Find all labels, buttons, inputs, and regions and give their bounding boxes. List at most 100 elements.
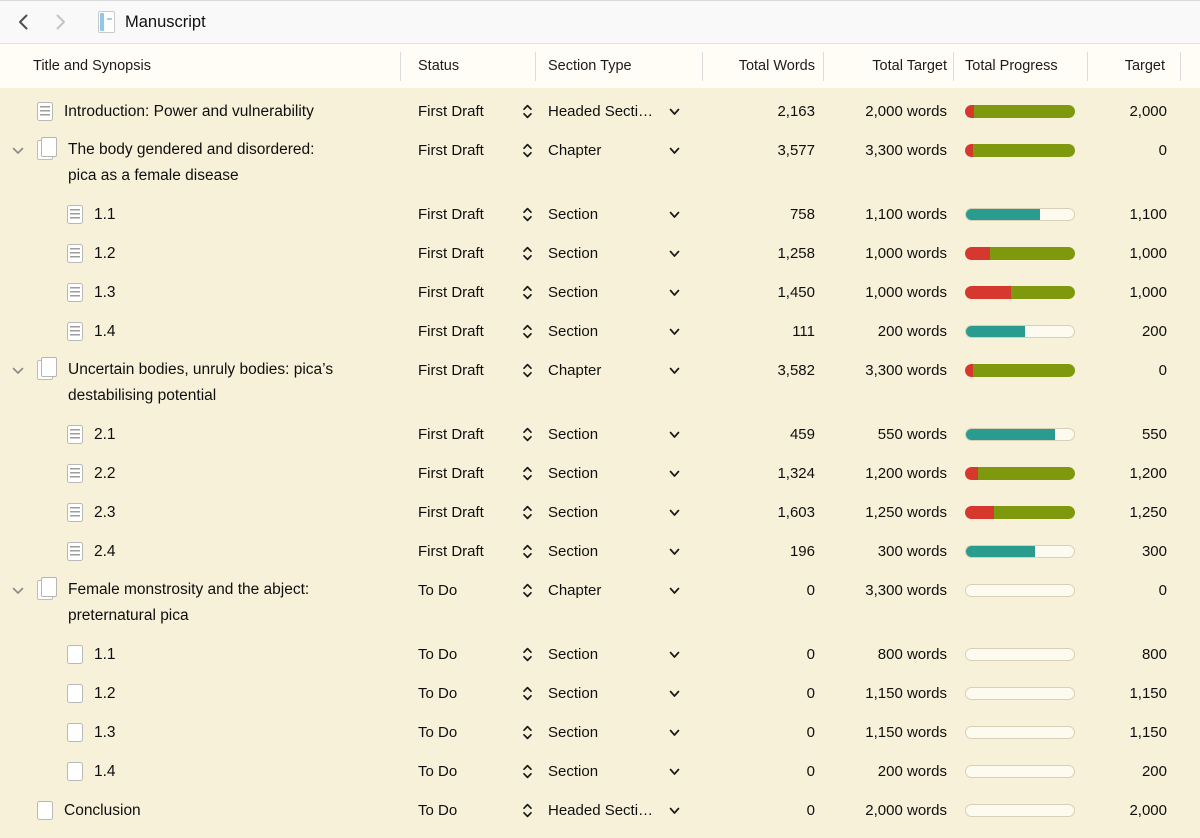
status-cell[interactable]: First Draft <box>410 532 535 571</box>
row-title[interactable]: The body gendered and disordered: pica as… <box>68 141 315 184</box>
target-value[interactable]: 200 <box>1141 763 1167 780</box>
target-value[interactable]: 550 <box>1141 426 1167 443</box>
row-title[interactable]: 2.1 <box>94 425 116 443</box>
section-type-cell[interactable]: Section <box>545 635 692 674</box>
status-cell[interactable]: First Draft <box>410 493 535 532</box>
status-stepper-icon[interactable] <box>522 284 533 301</box>
row-title[interactable]: 1.3 <box>94 723 116 741</box>
section-type-cell[interactable]: Section <box>545 674 692 713</box>
row-title[interactable]: 1.4 <box>94 322 116 340</box>
column-divider[interactable] <box>1087 52 1088 81</box>
status-stepper-icon[interactable] <box>522 685 533 702</box>
table-row[interactable]: 1.1 To Do Section 0 800 words 800 <box>0 635 1200 674</box>
row-title[interactable]: 2.3 <box>94 503 116 521</box>
status-stepper-icon[interactable] <box>522 206 533 223</box>
status-stepper-icon[interactable] <box>522 504 533 521</box>
column-header-target[interactable]: Target <box>1124 58 1165 74</box>
table-row[interactable]: Introduction: Power and vulnerability Fi… <box>0 92 1200 131</box>
status-stepper-icon[interactable] <box>522 323 533 340</box>
table-row[interactable]: Uncertain bodies, unruly bodies: pica’s d… <box>0 351 1200 415</box>
row-title[interactable]: Female monstrosity and the abject: preter… <box>68 581 310 624</box>
target-value[interactable]: 1,150 <box>1129 724 1167 741</box>
section-type-chevron-icon[interactable] <box>669 211 680 219</box>
section-type-cell[interactable]: Section <box>545 415 692 454</box>
row-title[interactable]: 2.2 <box>94 464 116 482</box>
section-type-chevron-icon[interactable] <box>669 690 680 698</box>
section-type-cell[interactable]: Section <box>545 234 692 273</box>
status-cell[interactable]: To Do <box>410 713 535 752</box>
status-stepper-icon[interactable] <box>522 802 533 819</box>
row-title[interactable]: 1.3 <box>94 283 116 301</box>
status-cell[interactable]: First Draft <box>410 415 535 454</box>
back-button[interactable] <box>8 7 38 37</box>
section-type-chevron-icon[interactable] <box>669 651 680 659</box>
section-type-chevron-icon[interactable] <box>669 729 680 737</box>
target-value[interactable]: 0 <box>1158 142 1167 159</box>
status-cell[interactable]: First Draft <box>410 351 535 390</box>
status-stepper-icon[interactable] <box>522 362 533 379</box>
section-type-chevron-icon[interactable] <box>669 807 680 815</box>
column-divider[interactable] <box>400 52 401 81</box>
section-type-cell[interactable]: Headed Secti… <box>545 92 692 131</box>
status-cell[interactable]: To Do <box>410 752 535 791</box>
row-title[interactable]: 1.1 <box>94 205 116 223</box>
table-row[interactable]: The body gendered and disordered: pica as… <box>0 131 1200 195</box>
column-divider[interactable] <box>535 52 536 81</box>
table-row[interactable]: 1.3 To Do Section 0 1,150 words 1,150 <box>0 713 1200 752</box>
status-stepper-icon[interactable] <box>522 426 533 443</box>
column-header-status[interactable]: Status <box>418 58 460 74</box>
section-type-cell[interactable]: Section <box>545 312 692 351</box>
status-stepper-icon[interactable] <box>522 142 533 159</box>
column-header-total-words[interactable]: Total Words <box>738 58 815 74</box>
section-type-chevron-icon[interactable] <box>669 768 680 776</box>
row-title[interactable]: Conclusion <box>64 801 141 819</box>
status-stepper-icon[interactable] <box>522 543 533 560</box>
column-divider[interactable] <box>1180 52 1181 81</box>
column-divider[interactable] <box>823 52 824 81</box>
section-type-cell[interactable]: Section <box>545 454 692 493</box>
row-title[interactable]: 1.2 <box>94 684 116 702</box>
target-value[interactable]: 1,200 <box>1129 465 1167 482</box>
target-value[interactable]: 1,150 <box>1129 685 1167 702</box>
target-value[interactable]: 200 <box>1141 323 1167 340</box>
row-title[interactable]: Uncertain bodies, unruly bodies: pica’s d… <box>68 361 334 404</box>
target-value[interactable]: 2,000 <box>1129 802 1167 819</box>
column-header-total-progress[interactable]: Total Progress <box>965 58 1058 74</box>
section-type-cell[interactable]: Chapter <box>545 351 692 390</box>
status-stepper-icon[interactable] <box>522 646 533 663</box>
section-type-chevron-icon[interactable] <box>669 367 680 375</box>
table-row[interactable]: 1.2 To Do Section 0 1,150 words 1,150 <box>0 674 1200 713</box>
status-cell[interactable]: To Do <box>410 571 535 610</box>
row-title[interactable]: 1.4 <box>94 762 116 780</box>
status-cell[interactable]: To Do <box>410 791 535 830</box>
section-type-chevron-icon[interactable] <box>669 250 680 258</box>
table-row[interactable]: 1.1 First Draft Section 758 1,100 words … <box>0 195 1200 234</box>
section-type-cell[interactable]: Chapter <box>545 571 692 610</box>
disclosure-chevron-icon[interactable] <box>12 367 24 375</box>
table-row[interactable]: 2.2 First Draft Section 1,324 1,200 word… <box>0 454 1200 493</box>
target-value[interactable]: 1,250 <box>1129 504 1167 521</box>
status-cell[interactable]: First Draft <box>410 454 535 493</box>
target-value[interactable]: 1,100 <box>1129 206 1167 223</box>
section-type-chevron-icon[interactable] <box>669 328 680 336</box>
table-row[interactable]: 1.3 First Draft Section 1,450 1,000 word… <box>0 273 1200 312</box>
section-type-cell[interactable]: Section <box>545 752 692 791</box>
status-stepper-icon[interactable] <box>522 724 533 741</box>
section-type-chevron-icon[interactable] <box>669 470 680 478</box>
target-value[interactable]: 1,000 <box>1129 245 1167 262</box>
column-header-total-target[interactable]: Total Target <box>872 58 947 74</box>
section-type-cell[interactable]: Section <box>545 713 692 752</box>
section-type-cell[interactable]: Section <box>545 532 692 571</box>
section-type-chevron-icon[interactable] <box>669 108 680 116</box>
status-stepper-icon[interactable] <box>522 245 533 262</box>
status-cell[interactable]: First Draft <box>410 273 535 312</box>
column-divider[interactable] <box>953 52 954 81</box>
disclosure-chevron-icon[interactable] <box>12 147 24 155</box>
row-title[interactable]: 1.1 <box>94 645 116 663</box>
table-row[interactable]: 2.1 First Draft Section 459 550 words 55… <box>0 415 1200 454</box>
row-title[interactable]: Introduction: Power and vulnerability <box>64 102 314 120</box>
row-title[interactable]: 1.2 <box>94 244 116 262</box>
column-header-section-type[interactable]: Section Type <box>548 58 632 74</box>
status-cell[interactable]: To Do <box>410 674 535 713</box>
disclosure-chevron-icon[interactable] <box>12 587 24 595</box>
